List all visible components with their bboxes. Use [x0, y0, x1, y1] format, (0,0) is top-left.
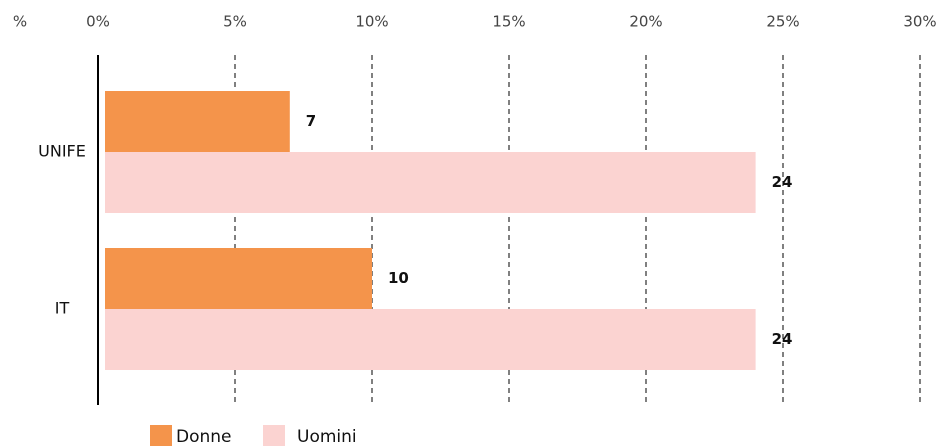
data-label: 7 — [306, 112, 316, 130]
x-tick-label: 15% — [492, 13, 525, 31]
legend-label: Uomini — [297, 427, 357, 446]
x-tick-label: 0% — [86, 13, 110, 31]
bar — [105, 91, 290, 152]
x-tick-label: 10% — [355, 13, 388, 31]
x-tick-label: 30% — [903, 13, 936, 31]
data-label: 24 — [772, 173, 793, 191]
bar — [105, 309, 756, 370]
legend-swatch — [263, 425, 285, 446]
bar — [105, 152, 756, 213]
y-tick-label: UNIFE — [38, 142, 86, 161]
legend-swatch — [150, 425, 172, 446]
x-tick-label: 5% — [223, 13, 247, 31]
legend-label: Donne — [176, 427, 232, 446]
bar — [105, 248, 372, 309]
data-label: 24 — [772, 330, 793, 348]
x-tick-label: 25% — [766, 13, 799, 31]
data-label: 10 — [388, 269, 409, 287]
x-tick-label: 20% — [629, 13, 662, 31]
axis-unit-label: % — [13, 13, 27, 31]
y-tick-label: IT — [55, 299, 70, 318]
